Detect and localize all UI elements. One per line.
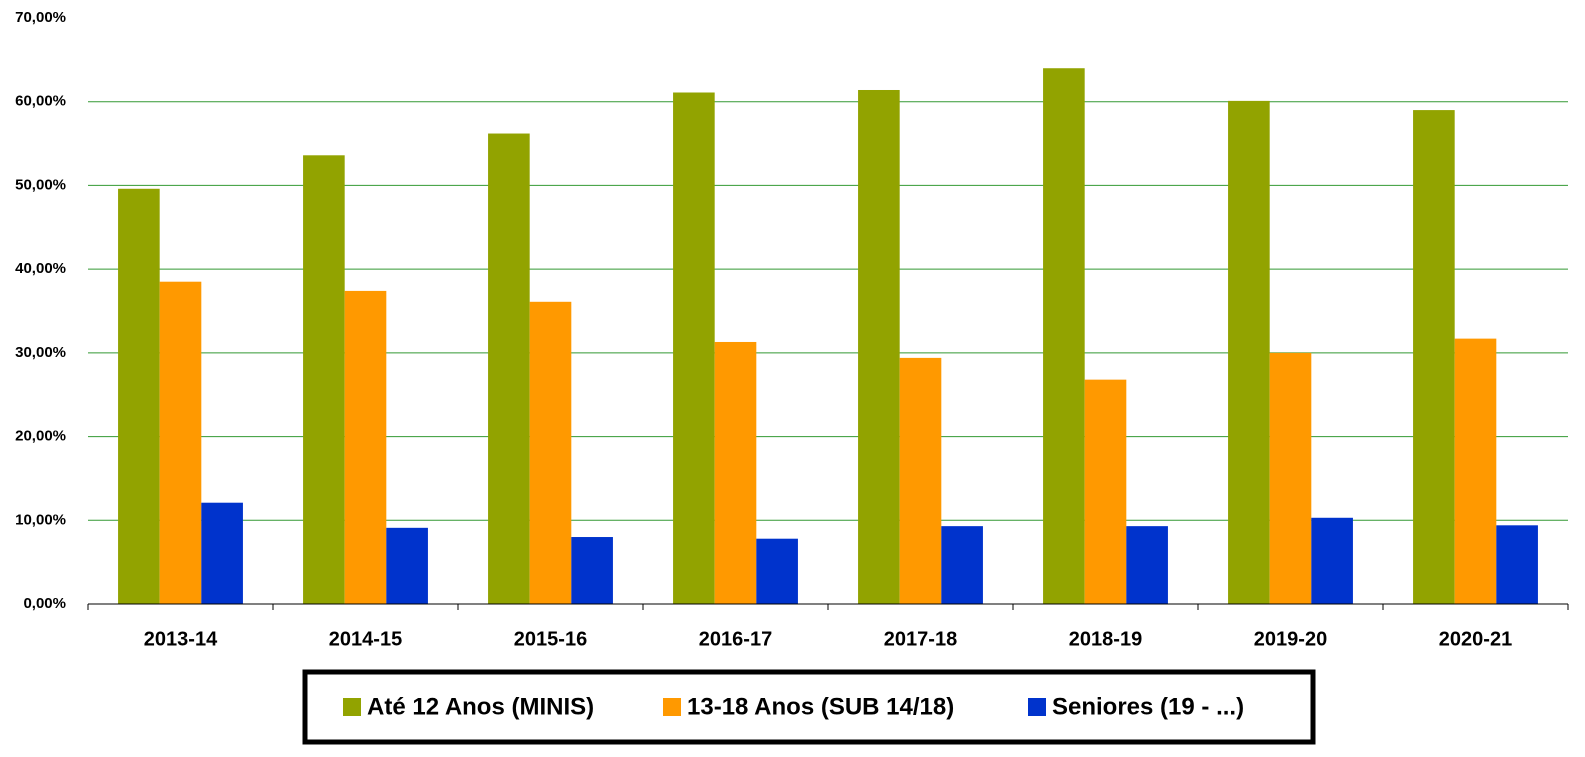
bar	[1126, 526, 1168, 604]
bar	[1496, 525, 1538, 604]
bar	[488, 133, 530, 605]
x-tick-label: 2020-21	[1439, 628, 1512, 650]
x-tick-label: 2019-20	[1254, 628, 1327, 650]
y-tick-label: 40,00%	[15, 260, 66, 277]
bar	[714, 341, 757, 604]
bar	[673, 92, 715, 605]
bar	[159, 281, 202, 604]
legend-label: Seniores (19 - ...)	[1052, 693, 1244, 720]
y-tick-label: 70,00%	[15, 9, 66, 26]
bar	[1311, 517, 1353, 604]
bar	[201, 502, 243, 604]
x-tick-label: 2017-18	[884, 628, 957, 650]
bar	[529, 301, 572, 604]
bar	[858, 89, 900, 605]
bar	[1228, 100, 1270, 605]
x-tick-label: 2015-16	[514, 628, 587, 650]
y-tick-label: 20,00%	[15, 428, 66, 445]
y-tick-label: 10,00%	[15, 511, 66, 528]
x-tick-label: 2016-17	[699, 628, 772, 650]
y-tick-label: 30,00%	[15, 344, 66, 361]
bar	[1269, 352, 1312, 604]
bar	[344, 290, 387, 604]
bar	[1454, 338, 1497, 604]
bar	[386, 527, 428, 604]
y-tick-label: 0,00%	[23, 595, 66, 612]
bar	[1413, 110, 1455, 604]
bar	[1043, 68, 1085, 604]
bar	[1084, 379, 1127, 604]
legend-box	[302, 669, 1316, 745]
legend-swatch	[343, 698, 361, 716]
x-tick-label: 2018-19	[1069, 628, 1142, 650]
bar	[756, 538, 798, 604]
bar	[118, 188, 160, 604]
bar	[899, 357, 942, 604]
legend-label: Até 12 Anos (MINIS)	[367, 693, 594, 720]
y-tick-label: 50,00%	[15, 176, 66, 193]
legend-swatch	[1028, 698, 1046, 716]
y-tick-label: 60,00%	[15, 93, 66, 110]
bar	[571, 537, 613, 604]
legend-swatch	[663, 698, 681, 716]
bar	[941, 526, 983, 604]
x-tick-label: 2013-14	[144, 628, 218, 650]
legend-label: 13-18 Anos (SUB 14/18)	[687, 693, 954, 720]
x-tick-label: 2014-15	[329, 628, 402, 650]
bar	[303, 155, 345, 604]
